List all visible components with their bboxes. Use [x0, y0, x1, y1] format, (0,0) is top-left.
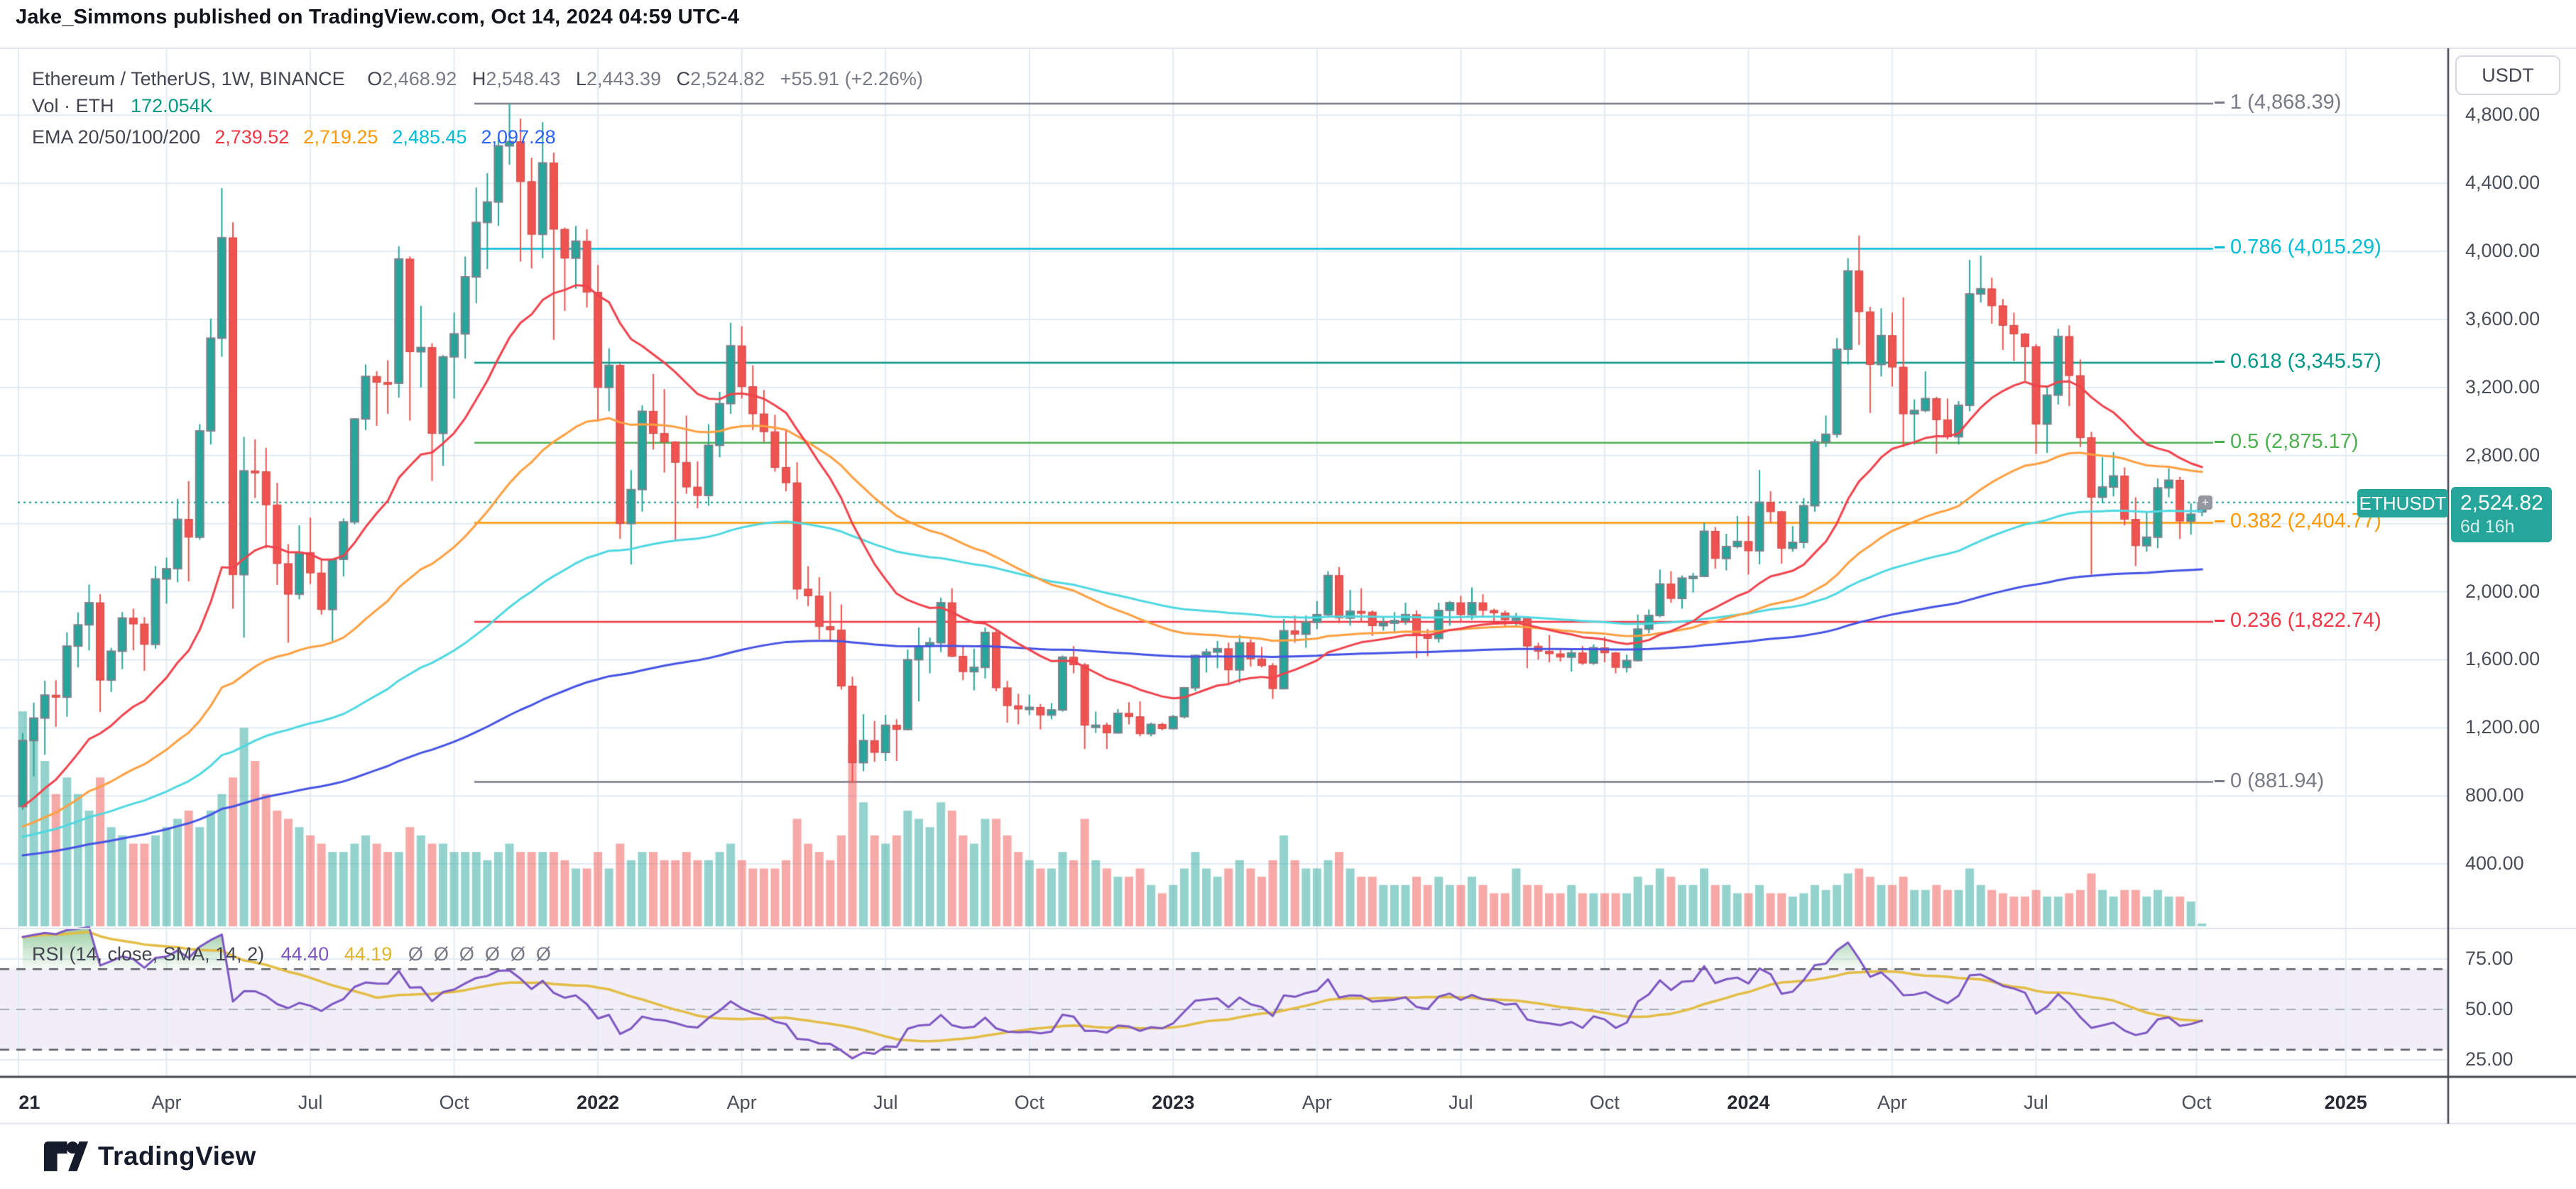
ema-value: 2,719.25 — [303, 126, 378, 148]
fib-level-label: 0.382 (2,404.77) — [2215, 510, 2381, 533]
rsi-empty-param: Ø — [535, 943, 551, 965]
fib-level-text: 0.382 (2,404.77) — [2230, 510, 2381, 533]
rsi-label[interactable]: RSI (14, close, SMA, 14, 2) — [32, 943, 265, 965]
fib-level-tick — [2215, 440, 2225, 443]
volume-label[interactable]: Vol · ETH — [32, 95, 114, 116]
volume-legend-row: Vol · ETH 172.054K — [32, 95, 213, 117]
rsi-tick: 75.00 — [2465, 948, 2514, 969]
price-tick: 4,000.00 — [2465, 240, 2540, 262]
symbol-title[interactable]: Ethereum / TetherUS, 1W, BINANCE — [32, 68, 345, 89]
price-line-plus-button[interactable]: + — [2198, 495, 2212, 510]
fib-level-tick — [2215, 246, 2225, 249]
currency-toggle-pill[interactable]: USDT — [2455, 55, 2560, 95]
low-value: 2,443.39 — [586, 68, 662, 89]
fib-level-label: 0.236 (1,822.74) — [2215, 609, 2381, 632]
time-tick: 2022 — [577, 1092, 620, 1113]
time-tick: Jul — [298, 1092, 323, 1113]
time-tick: 2025 — [2324, 1092, 2367, 1113]
fib-level-label: 0.786 (4,015.29) — [2215, 236, 2381, 259]
rsi-tick: 50.00 — [2465, 998, 2514, 1019]
fib-level-tick — [2215, 520, 2225, 523]
time-tick: Oct — [439, 1092, 469, 1113]
fib-level-label: 0.5 (2,875.17) — [2215, 430, 2359, 454]
last-price-badge: 2,524.82 6d 16h — [2451, 487, 2552, 542]
ema-value: 2,485.45 — [392, 126, 467, 148]
time-tick: Oct — [2181, 1092, 2212, 1113]
tradingview-logo-mark — [44, 1141, 88, 1171]
rsi-empty-param: Ø — [510, 943, 525, 965]
fib-level-tick — [2215, 101, 2225, 104]
time-tick: Apr — [1877, 1092, 1908, 1113]
rsi-legend-row: RSI (14, close, SMA, 14, 2) 44.40 44.19 … — [32, 943, 551, 965]
time-tick: Oct — [1589, 1092, 1620, 1113]
price-tick: 400.00 — [2465, 853, 2524, 875]
fib-level-text: 0.618 (3,345.57) — [2230, 349, 2381, 373]
fib-level-tick — [2215, 360, 2225, 363]
bar-countdown: 6d 16h — [2460, 517, 2515, 537]
close-value: 2,524.82 — [690, 68, 765, 89]
close-label: C — [676, 68, 691, 89]
time-tick: Jul — [873, 1092, 898, 1113]
price-tick: 1,200.00 — [2465, 716, 2540, 738]
ema-legend-row: EMA 20/50/100/200 2,739.52 2,719.25 2,485.4… — [32, 126, 556, 148]
rsi-value: 44.40 — [280, 943, 329, 965]
price-tick: 800.00 — [2465, 784, 2524, 806]
fib-level-tick — [2215, 619, 2225, 622]
price-tick: 2,000.00 — [2465, 580, 2540, 602]
fib-level-text: 0.5 (2,875.17) — [2230, 429, 2359, 453]
symbol-price-flag: ETHUSDT — [2357, 489, 2448, 517]
time-tick: Oct — [1014, 1092, 1044, 1113]
rsi-sma-value: 44.19 — [344, 943, 393, 965]
time-tick: Apr — [726, 1092, 757, 1113]
time-tick: Jul — [2024, 1092, 2048, 1113]
price-tick: 4,400.00 — [2465, 172, 2540, 194]
price-tick: 1,600.00 — [2465, 648, 2540, 670]
ema-value: 2,739.52 — [214, 126, 290, 148]
price-tick: 3,600.00 — [2465, 308, 2540, 329]
volume-value: 172.054K — [131, 95, 213, 116]
price-tick: 4,800.00 — [2465, 104, 2540, 126]
open-value: 2,468.92 — [382, 68, 457, 89]
fib-level-label: 1 (4,868.39) — [2215, 91, 2341, 114]
symbol-legend-row: Ethereum / TetherUS, 1W, BINANCE O2,468.… — [32, 68, 923, 90]
ema-value: 2,097.28 — [481, 126, 556, 148]
tradingview-logo[interactable]: TradingView — [44, 1140, 256, 1173]
fib-level-text: 0.236 (1,822.74) — [2230, 608, 2381, 632]
time-tick: 21 — [18, 1092, 40, 1113]
high-label: H — [471, 68, 486, 89]
time-tick: Jul — [1448, 1092, 1473, 1113]
fib-level-text: 0 (881.94) — [2230, 769, 2325, 792]
publish-attribution: Jake_Simmons published on TradingView.co… — [16, 6, 740, 28]
fib-level-text: 1 (4,868.39) — [2230, 90, 2342, 114]
low-label: L — [575, 68, 586, 89]
rsi-tick: 25.00 — [2465, 1048, 2514, 1070]
time-tick: Apr — [151, 1092, 182, 1113]
open-label: O — [367, 68, 383, 89]
time-tick: Apr — [1301, 1092, 1332, 1113]
time-tick: 2023 — [1152, 1092, 1195, 1113]
rsi-empty-param: Ø — [408, 943, 423, 965]
fib-level-text: 0.786 (4,015.29) — [2230, 236, 2381, 259]
change-value: +55.91 (+2.26%) — [780, 68, 923, 89]
last-price: 2,524.82 — [2460, 491, 2543, 515]
fib-level-label: 0 (881.94) — [2215, 769, 2324, 793]
fib-level-label: 0.618 (3,345.57) — [2215, 350, 2381, 373]
rsi-empty-param: Ø — [459, 943, 474, 965]
price-tick: 3,200.00 — [2465, 376, 2540, 398]
fib-level-tick — [2215, 779, 2225, 782]
ema-label[interactable]: EMA 20/50/100/200 — [32, 126, 201, 148]
tradingview-logo-text: TradingView — [98, 1141, 256, 1171]
rsi-empty-param: Ø — [484, 943, 500, 965]
high-value: 2,548.43 — [486, 68, 561, 89]
price-tick: 2,800.00 — [2465, 444, 2540, 466]
time-tick: 2024 — [1727, 1092, 1770, 1113]
rsi-empty-param: Ø — [433, 943, 449, 965]
